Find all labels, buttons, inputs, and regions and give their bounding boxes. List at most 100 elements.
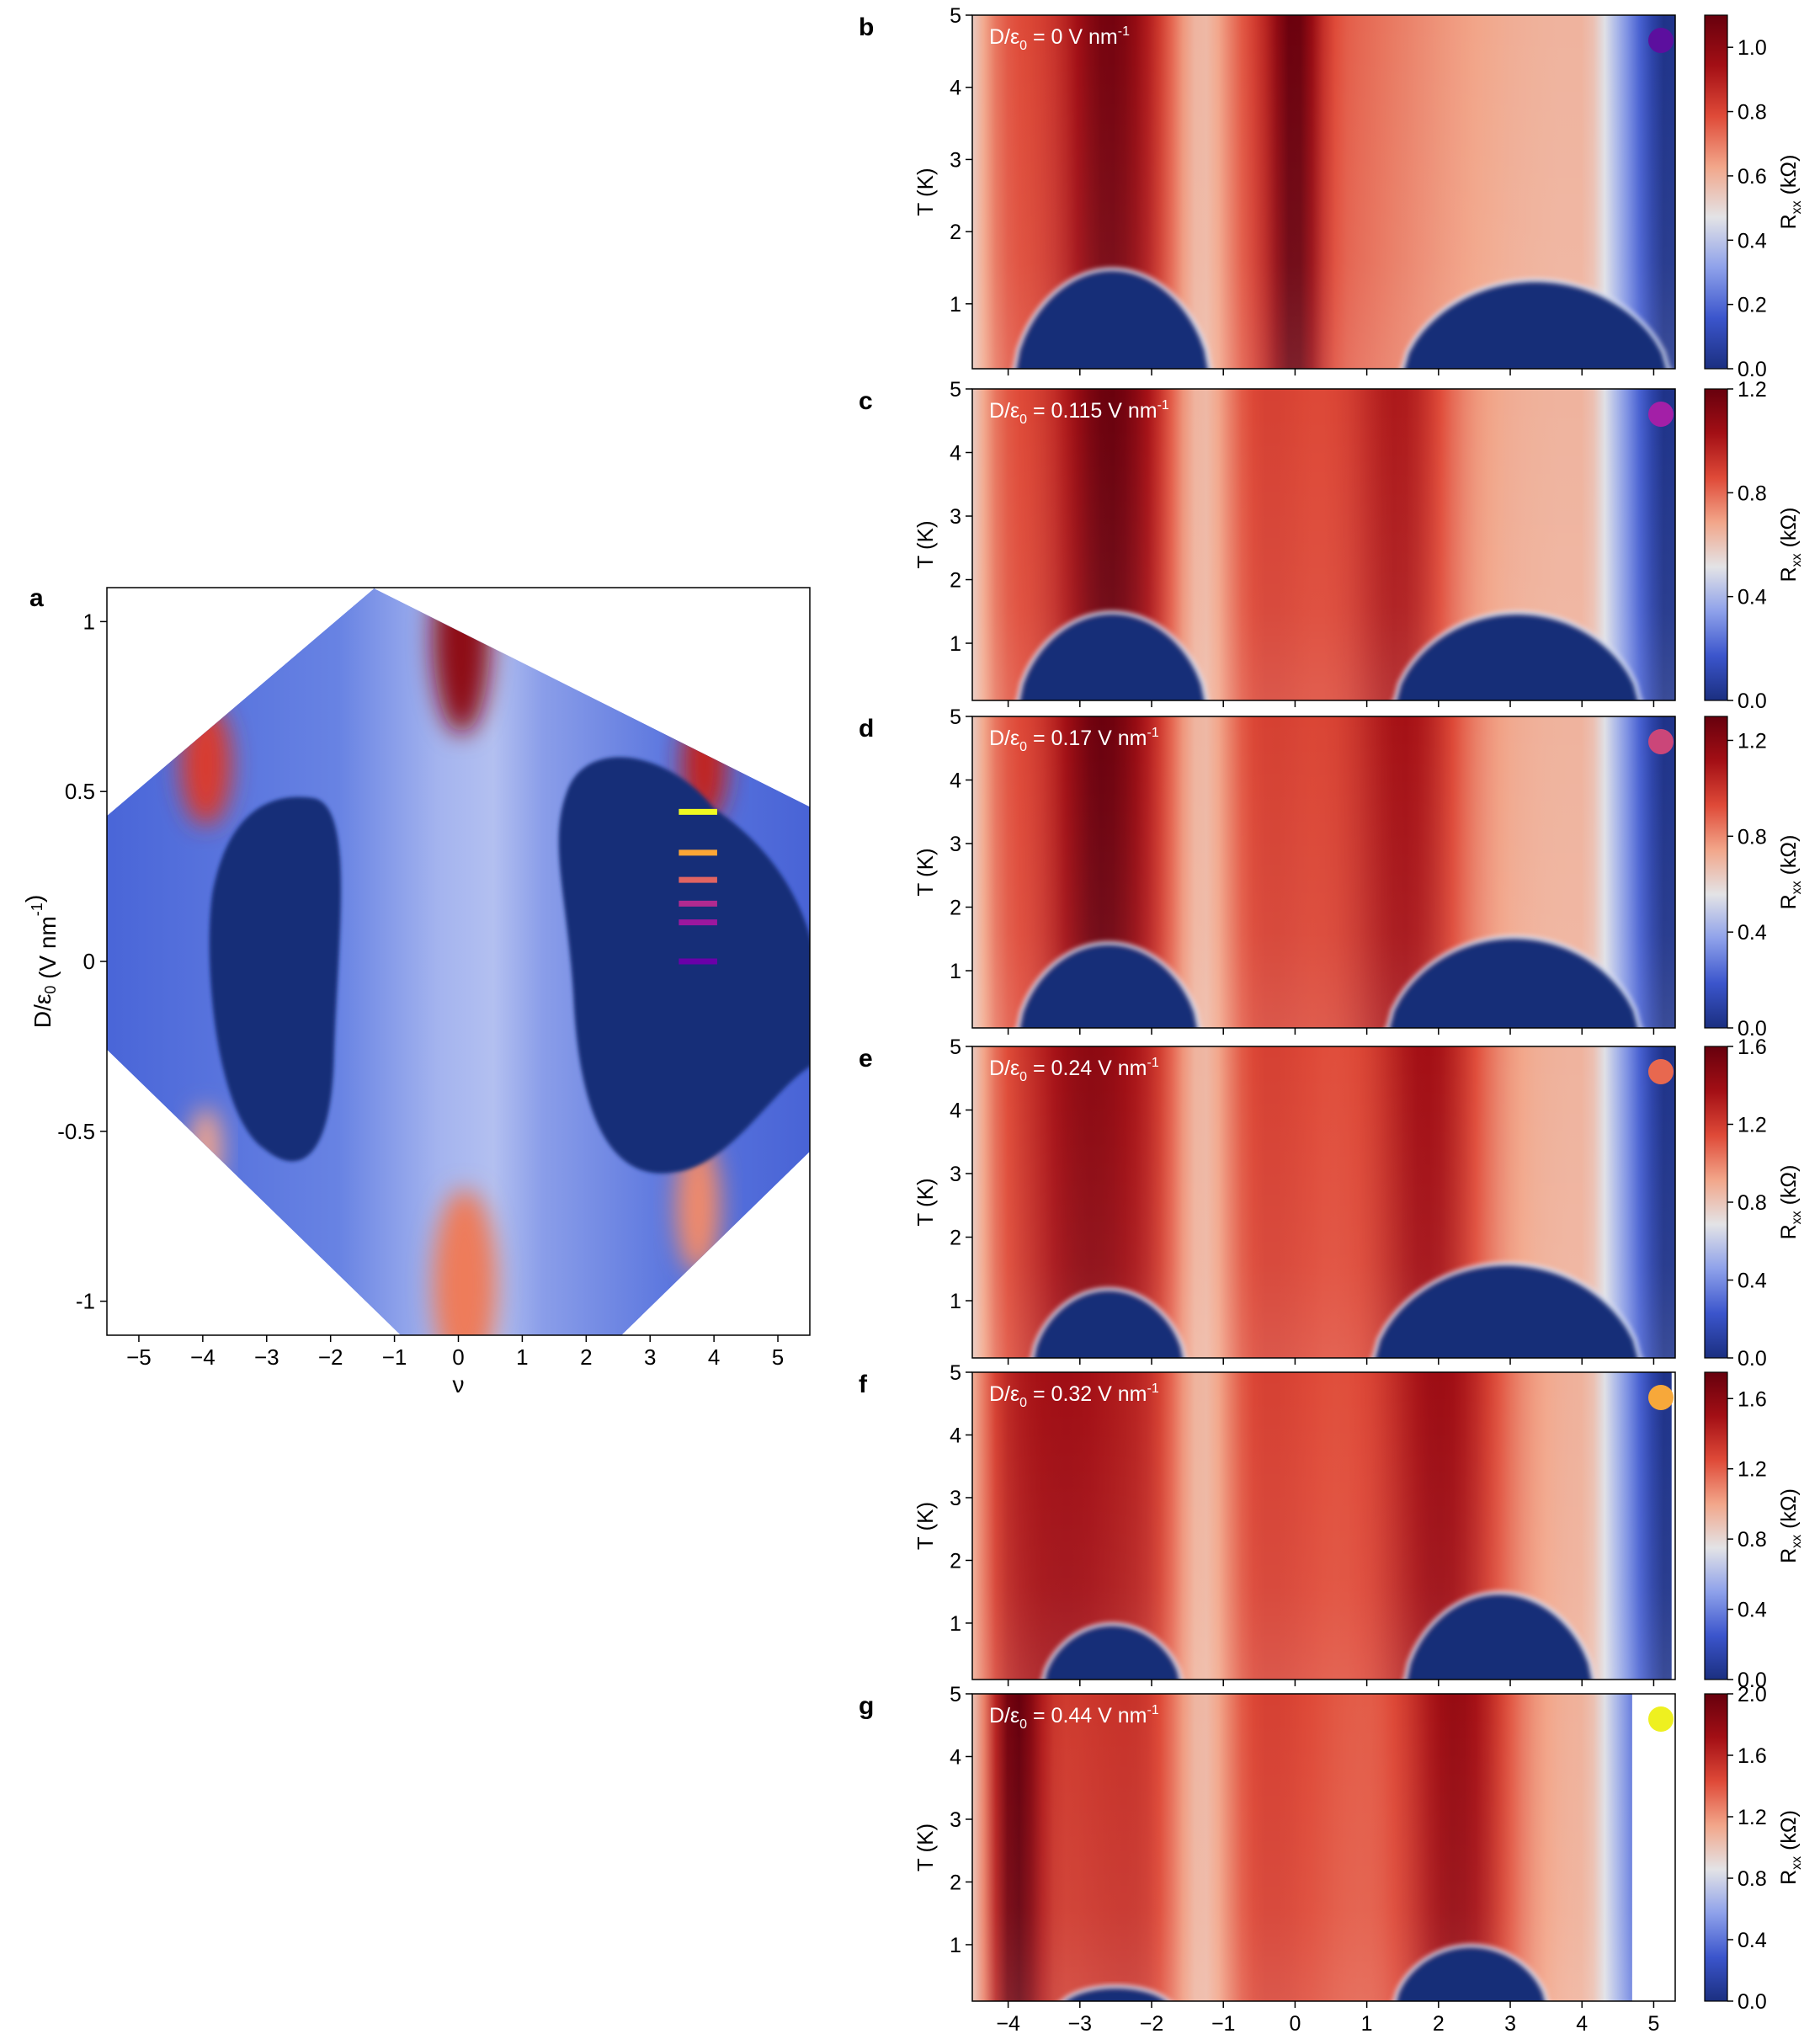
colorbar-label: Rxx (kΩ) <box>1777 1488 1804 1563</box>
panel-c-color-dot <box>1648 402 1674 427</box>
colorbar-e <box>1704 1046 1728 1359</box>
panel-c: 1 2 3 4 5 T (K) c D/ε0 = 0.115 V nm-1 0.0 0.4 0.8 1… <box>859 378 1804 713</box>
superconducting-dome-0 <box>1034 1291 1183 1358</box>
panel-b-condition-label: D/ε0 = 0 V nm-1 <box>989 24 1130 53</box>
x-tick-label: 3 <box>644 1344 656 1370</box>
panel-g-no-data <box>1631 1694 1675 2001</box>
panels-b-to-g: 1 2 3 4 5 T (K) b D/ε0 = 0 V nm-1 0.0 0.2 0.4 0.6 0.… <box>859 4 1804 2039</box>
panel-b-frame <box>971 14 1676 370</box>
panel-f: 1 2 3 4 5 T (K) f D/ε0 = 0.32 V nm-1 0.0 0.4 0.8 1.… <box>859 1361 1804 1692</box>
colorbar-tick-label: 1.0 <box>1738 36 1767 60</box>
colorbar-tick-label: 1.2 <box>1738 1114 1767 1137</box>
x-tick-label: −3 <box>254 1344 279 1370</box>
panel-g-frame <box>971 1693 1676 2002</box>
colorbar-tick-label: 1.6 <box>1738 1035 1767 1059</box>
panel-c-heatmap <box>972 389 1675 700</box>
colorbar-tick-label: 0.2 <box>1738 294 1767 317</box>
panel-b-color-dot <box>1648 28 1674 53</box>
red-pocket-top <box>433 588 491 734</box>
y-tick-label: 2 <box>950 221 961 244</box>
colorbar-tick-label: 0.4 <box>1738 229 1767 253</box>
colorbar-label: Rxx (kΩ) <box>1777 155 1804 230</box>
superconducting-dome-1 <box>1408 1594 1592 1680</box>
colorbar-tick-label: 0.4 <box>1738 1270 1767 1293</box>
colorbar-f <box>1704 1371 1728 1680</box>
y-tick-label: 2 <box>950 897 961 920</box>
x-tick-label: 2 <box>1433 2012 1445 2036</box>
x-tick-label: 4 <box>708 1344 720 1370</box>
y-tick-label: 1 <box>950 632 961 656</box>
panel-label: d <box>859 715 874 743</box>
x-tick-label: 3 <box>1504 2012 1516 2036</box>
panel-b-heatmap <box>972 15 1675 369</box>
y-tick-label: 3 <box>950 833 961 856</box>
x-tick-label: 1 <box>516 1344 528 1370</box>
y-tick-label: 5 <box>950 378 961 402</box>
colorbar-tick-label: 1.2 <box>1738 378 1767 402</box>
y-tick-label: 1 <box>950 1290 961 1313</box>
panel-a: −5 −4 −3 −2 −1 0 1 2 3 4 5 1 0.5 0 -0.5 -1 ν D/ε0 (V nm-1… <box>21 584 811 1397</box>
dome-halo-0 <box>1011 267 1214 369</box>
colorbar-tick-label: 0.4 <box>1738 586 1767 610</box>
x-tick-label: −5 <box>126 1344 152 1370</box>
colorbar-tick-label: 0.0 <box>1738 689 1767 713</box>
x-tick-label: −4 <box>190 1344 216 1370</box>
superconducting-dome-1 <box>1404 282 1667 369</box>
y-axis-label: T (K) <box>913 520 938 568</box>
colorbar-tick-label: 1.6 <box>1738 1387 1767 1411</box>
y-tick-label: 1 <box>83 609 95 634</box>
panel-d: 1 2 3 4 5 T (K) d D/ε0 = 0.17 V nm-1 0.0 0.4 0.8 1.… <box>859 705 1804 1041</box>
y-tick-label: 3 <box>950 148 961 172</box>
y-axis-label: T (K) <box>913 1823 938 1871</box>
y-tick-label: 5 <box>950 1683 961 1706</box>
y-tick-label: 1 <box>950 960 961 983</box>
colorbar-tick-label: 0.0 <box>1738 1347 1767 1371</box>
y-tick-label: 4 <box>950 77 961 100</box>
panel-label: e <box>859 1045 873 1073</box>
panel-label: b <box>859 13 874 41</box>
y-tick-label: 4 <box>950 1099 961 1123</box>
panel-label: a <box>29 584 44 612</box>
colorbar-tick-label: 1.2 <box>1738 1806 1767 1829</box>
y-tick-label: 5 <box>950 4 961 28</box>
panel-g-shading <box>972 1694 1675 2001</box>
superconducting-dome-1 <box>1376 1265 1638 1358</box>
y-axis-label: T (K) <box>913 168 938 216</box>
panel-f-color-dot <box>1648 1385 1674 1410</box>
y-tick-label: 1 <box>950 1612 961 1636</box>
y-tick-label: 4 <box>950 442 961 466</box>
panel-e-condition-label: D/ε0 = 0.24 V nm-1 <box>989 1056 1159 1084</box>
y-tick-label: 4 <box>950 1424 961 1447</box>
panel-label: c <box>859 387 873 415</box>
y-tick-label: 3 <box>950 1163 961 1186</box>
x-tick-label: −1 <box>382 1344 407 1370</box>
panel-label: g <box>859 1692 874 1720</box>
x-tick-label: −2 <box>318 1344 343 1370</box>
y-tick-label: 2 <box>950 569 961 593</box>
panel-d-frame <box>971 716 1676 1029</box>
superconducting-dome-1 <box>1397 1947 1545 2001</box>
superconducting-region-left <box>209 796 342 1162</box>
colorbar-tick-label: 2.0 <box>1738 1683 1767 1706</box>
x-tick-label: 5 <box>1647 2012 1659 2036</box>
colorbar-tick-label: 1.2 <box>1738 1458 1767 1482</box>
panel-b: 1 2 3 4 5 T (K) b D/ε0 = 0 V nm-1 0.0 0.2 0.4 0.6 0.… <box>859 4 1804 381</box>
colorbar-label: Rxx (kΩ) <box>1777 508 1804 583</box>
superconducting-dome-0 <box>1066 1988 1165 2001</box>
colorbar-tick-label: 1.6 <box>1738 1744 1767 1768</box>
colorbar-tick-label: 0.4 <box>1738 921 1767 945</box>
x-tick-label: −3 <box>1068 2012 1093 2036</box>
x-axis-label: ν <box>453 1371 465 1397</box>
y-tick-label: 3 <box>950 505 961 529</box>
superconducting-region-right <box>558 757 810 1174</box>
panel-e-heatmap <box>972 1046 1675 1358</box>
colorbar-label: Rxx (kΩ) <box>1777 1165 1804 1240</box>
panel-g-heatmap <box>972 1694 1675 2001</box>
colorbar-tick-label: 0.8 <box>1738 1191 1767 1215</box>
red-pocket-bottom <box>433 1189 498 1335</box>
panel-e-color-dot <box>1648 1059 1674 1084</box>
y-tick-label: 3 <box>950 1487 961 1510</box>
x-tick-label: −1 <box>1211 2012 1236 2036</box>
colorbar-label: Rxx (kΩ) <box>1777 835 1804 910</box>
